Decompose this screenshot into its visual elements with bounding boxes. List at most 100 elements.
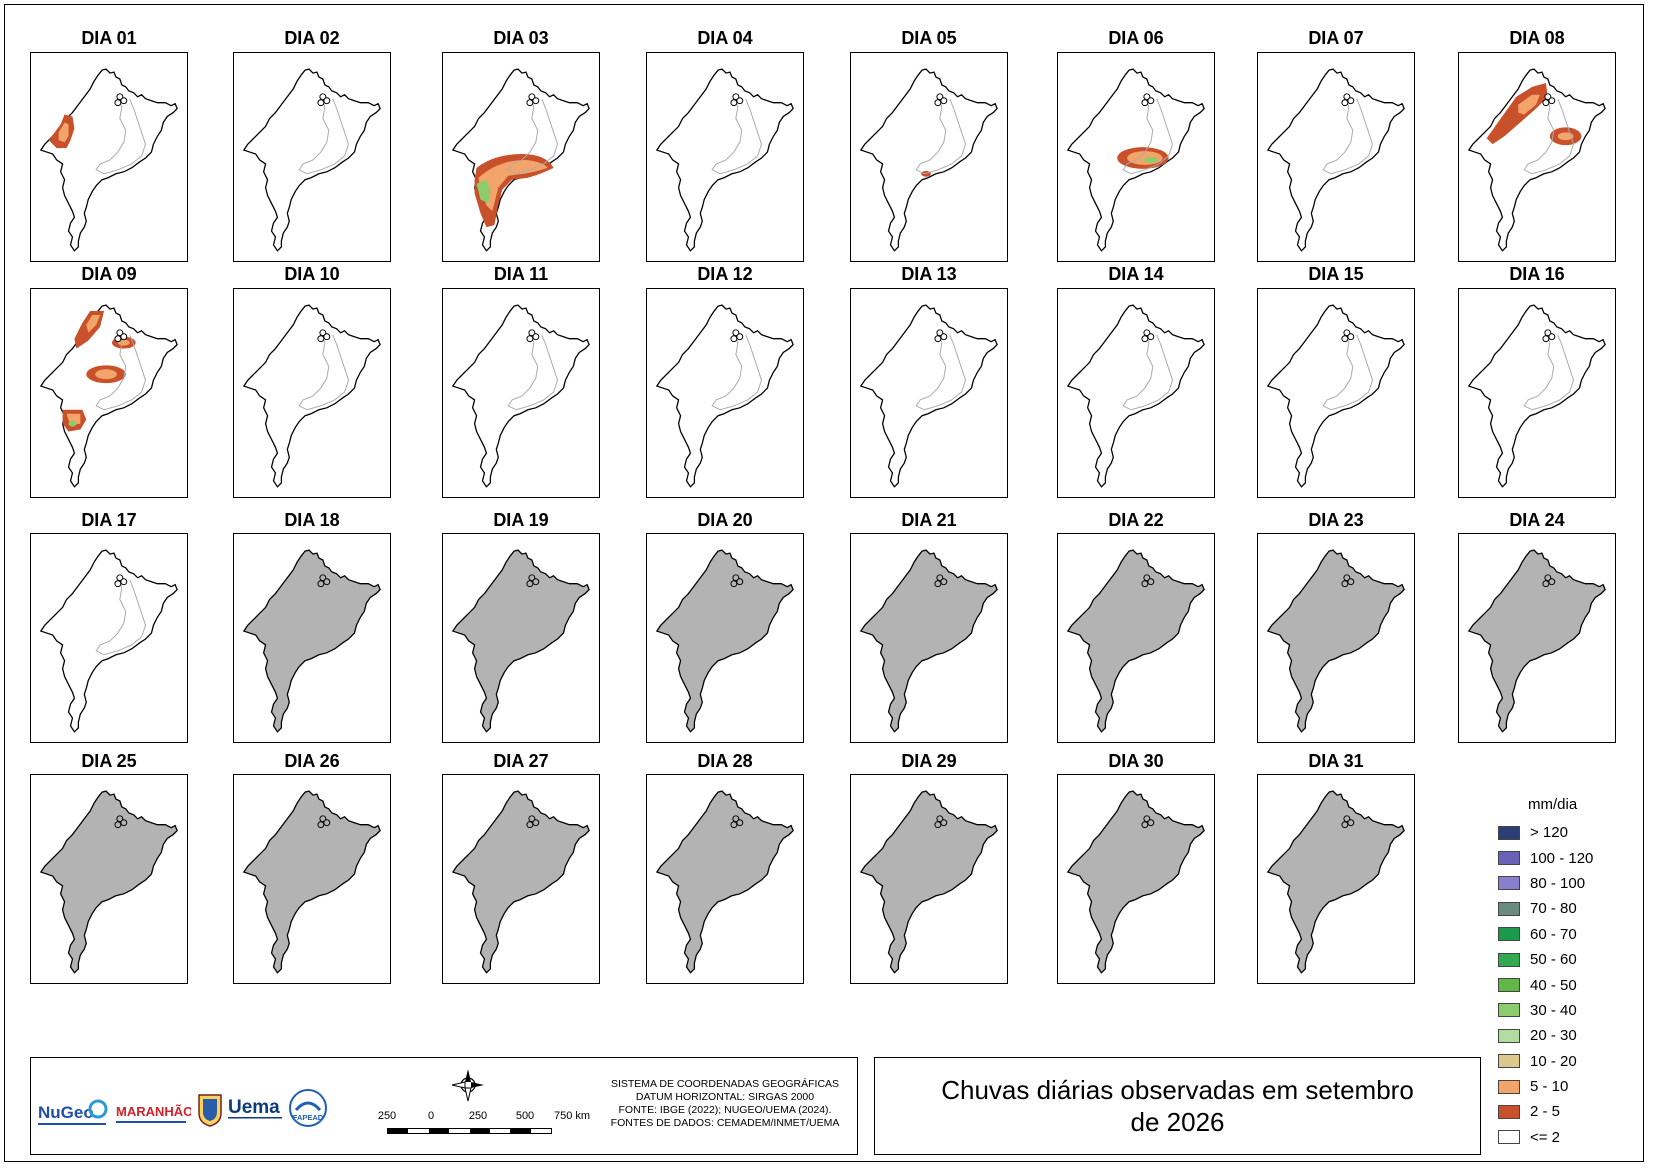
- island: [730, 99, 738, 107]
- legend-swatch: [1498, 978, 1520, 993]
- rain-area: [478, 159, 548, 212]
- island: [526, 99, 534, 107]
- day-map: [646, 288, 804, 498]
- basin-line: [915, 332, 967, 411]
- state-outline: [39, 790, 178, 974]
- map-title: Chuvas diárias observadas em setembro de…: [941, 1075, 1414, 1137]
- day-title: DIA 05: [901, 28, 957, 48]
- legend-item: 60 - 70: [1498, 922, 1648, 947]
- basin-line: [95, 332, 147, 411]
- legend-swatch: [1498, 825, 1520, 840]
- island: [317, 580, 325, 588]
- island: [934, 99, 942, 107]
- island: [120, 333, 128, 341]
- day-title: DIA 25: [81, 751, 137, 771]
- island: [323, 819, 331, 827]
- legend-item: 80 - 100: [1498, 871, 1648, 896]
- day-title: DIA 26: [284, 751, 340, 771]
- island: [940, 819, 948, 827]
- island: [317, 335, 325, 343]
- island: [528, 574, 536, 582]
- legend-label: 5 - 10: [1530, 1078, 1569, 1096]
- maranhao-logo-text: MARANHÃO: [116, 1104, 191, 1119]
- day-map: [1257, 533, 1415, 743]
- day-map: [1458, 52, 1616, 262]
- basin-line: [1122, 96, 1174, 175]
- day-map: [1458, 533, 1616, 743]
- day-title: DIA 03: [493, 28, 549, 48]
- day-title: DIA 11: [493, 264, 549, 284]
- island: [736, 97, 744, 105]
- legend-label: 30 - 40: [1530, 1001, 1577, 1019]
- legend-label: 10 - 20: [1530, 1052, 1577, 1070]
- island: [1548, 97, 1556, 105]
- island: [1343, 93, 1351, 101]
- island: [317, 99, 325, 107]
- legend-item: <= 2: [1498, 1125, 1648, 1150]
- island: [120, 819, 128, 827]
- legend-item: 100 - 120: [1498, 845, 1648, 870]
- legend-label: 80 - 100: [1530, 874, 1586, 892]
- legend-label: 100 - 120: [1530, 849, 1594, 867]
- day-map: [850, 533, 1008, 743]
- maranhao-logo: MARANHÃO: [116, 1092, 193, 1132]
- island: [319, 574, 327, 582]
- rain-area: [1518, 94, 1540, 115]
- island: [1347, 97, 1355, 105]
- island: [732, 329, 740, 337]
- rain-area: [1143, 157, 1158, 163]
- day-title: DIA 02: [284, 28, 340, 48]
- day-title: DIA 12: [697, 264, 753, 284]
- day-title: DIA 30: [1108, 751, 1164, 771]
- state-outline: [859, 790, 998, 974]
- island: [323, 333, 331, 341]
- day-map: [646, 533, 804, 743]
- legend-item: 2 - 5: [1498, 1099, 1648, 1124]
- map-frame: [4, 4, 1644, 1162]
- island: [528, 93, 536, 101]
- island: [736, 819, 744, 827]
- legend-swatch: [1498, 876, 1520, 891]
- title-box: Chuvas diárias observadas em setembro de…: [874, 1057, 1481, 1155]
- day-title: DIA 28: [697, 751, 753, 771]
- legend-item: 70 - 80: [1498, 896, 1648, 921]
- island: [940, 333, 948, 341]
- rain-area: [1127, 151, 1163, 165]
- day-title: DIA 16: [1509, 264, 1565, 284]
- day-title: DIA 14: [1108, 264, 1164, 284]
- crs-line: FONTE: IBGE (2022); NUGEO/UEMA (2024).: [618, 1104, 832, 1116]
- island: [116, 93, 124, 101]
- island: [528, 815, 536, 823]
- scale-label: 500: [515, 1110, 535, 1122]
- island: [526, 580, 534, 588]
- island: [323, 97, 331, 105]
- day-map: [442, 288, 600, 498]
- day-map: [1257, 774, 1415, 984]
- island: [934, 821, 942, 829]
- island: [934, 335, 942, 343]
- day-map: [30, 533, 188, 743]
- day-title: DIA 23: [1308, 510, 1364, 530]
- legend-label: 60 - 70: [1530, 925, 1577, 943]
- legend-item: > 120: [1498, 820, 1648, 845]
- uema-logo-text: Uema: [228, 1097, 280, 1118]
- island: [1548, 578, 1556, 586]
- legend-label: 2 - 5: [1530, 1103, 1561, 1121]
- legend-swatch: [1498, 1104, 1520, 1119]
- island: [1341, 821, 1349, 829]
- island: [732, 574, 740, 582]
- day-map: [850, 288, 1008, 498]
- island: [1548, 333, 1556, 341]
- island: [323, 578, 331, 586]
- island: [936, 815, 944, 823]
- rain-area: [1557, 132, 1574, 141]
- island: [532, 578, 540, 586]
- basin-line: [507, 96, 559, 175]
- day-map: [1057, 533, 1215, 743]
- legend-item: 10 - 20: [1498, 1049, 1648, 1074]
- state-outline: [1066, 790, 1205, 974]
- legend-label: 50 - 60: [1530, 951, 1577, 969]
- day-title: DIA 15: [1308, 264, 1364, 284]
- legend-swatch: [1498, 952, 1520, 967]
- island: [1147, 819, 1155, 827]
